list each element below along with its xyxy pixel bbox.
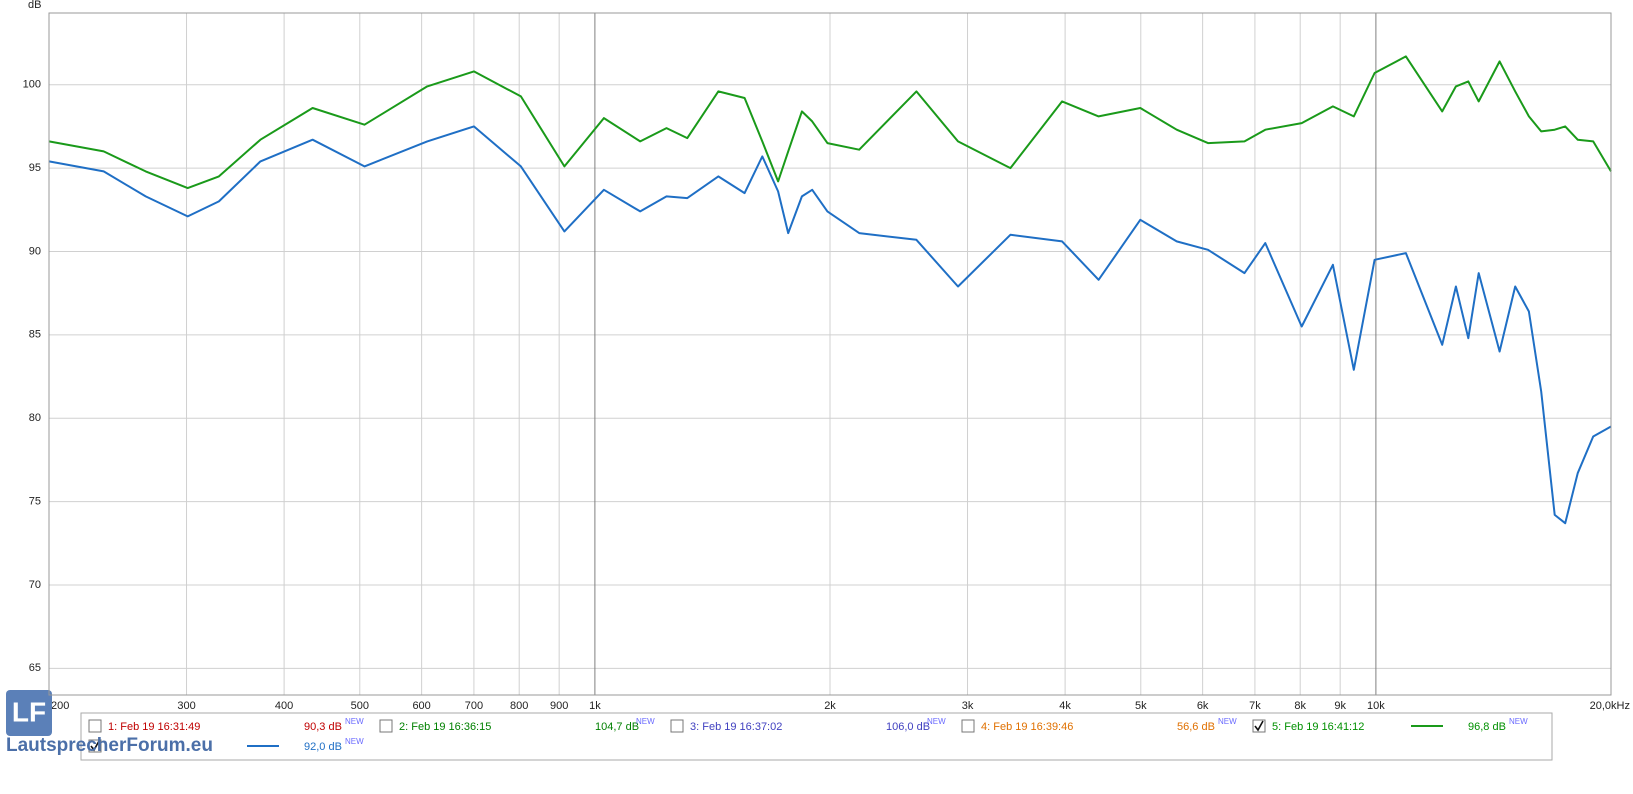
x-tick-label: 700 [465,700,483,712]
legend-level: 96,8 dB [1468,721,1506,733]
x-tick-label: 500 [351,700,369,712]
x-tick-label: 900 [550,700,568,712]
y-tick-label: 100 [23,79,41,91]
legend-label: 3: Feb 19 16:37:02 [690,721,782,733]
y-tick-label: 65 [29,662,41,674]
logo-mark-box [6,690,52,736]
x-tick-label: 2k [824,700,836,712]
plot-frame [48,12,1612,696]
legend-new-tag: NEW [927,717,946,726]
x-tick-label: 800 [510,700,528,712]
legend-checkbox[interactable] [379,719,393,733]
x-tick-label: 7k [1249,700,1261,712]
legend-level: 104,7 dB [595,721,639,733]
series-line [48,55,1612,190]
y-tick-label: 80 [29,412,41,424]
y-tick-label: 75 [29,495,41,507]
legend-level: 90,3 dB [304,721,342,733]
legend-label: 2: Feb 19 16:36:15 [399,721,491,733]
legend-new-tag: NEW [345,737,364,746]
x-tick-label: 600 [412,700,430,712]
x-tick-label: 3k [962,700,974,712]
x-tick-label: 1k [589,700,601,712]
legend: 1: Feb 19 16:31:49 90,3 dB NEW 2: Feb 19 16… [88,717,1528,753]
logo-mark: LF [12,696,46,727]
logo-text: LautsprecherForum.eu [6,735,213,756]
legend-new-tag: NEW [636,717,655,726]
y-tick-label: 90 [29,245,41,257]
y-tick-label: 70 [29,579,41,591]
legend-checkbox[interactable] [670,719,684,733]
x-tick-label: 9k [1334,700,1346,712]
legend-new-tag: NEW [1218,717,1237,726]
x-tick-label: 4k [1059,700,1071,712]
x-tick-label: 400 [275,700,293,712]
legend-label: 4: Feb 19 16:39:46 [981,721,1073,733]
legend-box [80,712,1553,761]
y-tick-label: 95 [29,162,41,174]
x-tick-label: 6k [1197,700,1209,712]
legend-checkbox[interactable] [88,719,102,733]
x-tick-label: 20,0kHz [1590,700,1630,712]
legend-checkbox[interactable] [961,719,975,733]
y-tick-label: 85 [29,329,41,341]
y-axis-label: dB [28,0,41,11]
legend-new-tag: NEW [345,717,364,726]
legend-new-tag: NEW [1509,717,1528,726]
legend-level: 92,0 dB [304,741,342,753]
legend-level: 106,0 dB [886,721,930,733]
x-tick-label: 8k [1294,700,1306,712]
checkmark [1254,720,1264,732]
x-tick-label: 200 [51,700,69,712]
legend-level: 56,6 dB [1177,721,1215,733]
legend-label: 5: Feb 19 16:41:12 [1272,721,1364,733]
legend-label: 1: Feb 19 16:31:49 [108,721,200,733]
checkmark [90,740,100,752]
x-tick-label: 5k [1135,700,1147,712]
series-line [48,125,1612,525]
x-tick-label: 300 [177,700,195,712]
x-tick-label: 10k [1367,700,1385,712]
